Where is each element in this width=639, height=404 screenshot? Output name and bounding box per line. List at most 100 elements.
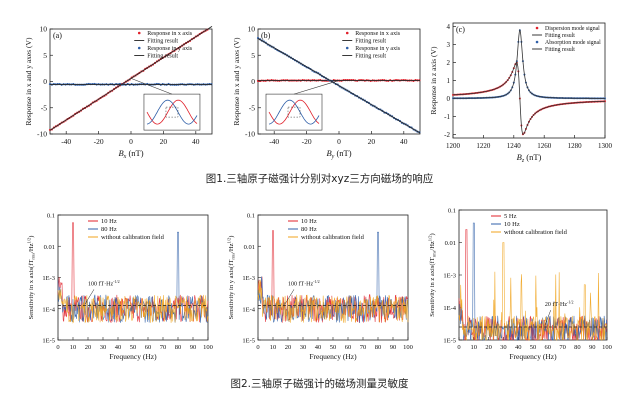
legend-entry: Absorption mode signal bbox=[545, 40, 601, 46]
x-tick-label: -40 bbox=[269, 137, 279, 146]
panel-label: (a) bbox=[53, 31, 62, 40]
x-tick-label: 1300 bbox=[598, 142, 613, 150]
annotation-pointer bbox=[544, 310, 551, 326]
y-tick-label: 2 bbox=[447, 59, 451, 67]
x-tick-label: 0 bbox=[129, 137, 133, 146]
chart-panel-c: 1200 1220 1240 1260 1280 1300 -2 -1 0 1 2 3 4 Bz (nT)… bbox=[429, 22, 613, 164]
series-line-1 bbox=[57, 231, 209, 323]
x-tick-label: 90 bbox=[190, 344, 197, 351]
inset-frame bbox=[143, 93, 201, 131]
absorption-fit-line bbox=[453, 28, 605, 99]
x-tick-label: 0 bbox=[56, 344, 59, 351]
legend-entry: Response in y axis bbox=[147, 46, 192, 52]
x-tick-label: 1240 bbox=[507, 142, 522, 150]
x-tick-label: 50 bbox=[130, 344, 137, 351]
x-tick-label: 20 bbox=[285, 344, 292, 351]
y-tick-label: 0.01 bbox=[44, 244, 55, 251]
y-axis-label: Sensitivity in x axis(fTrms/Hz1/2) bbox=[27, 236, 36, 320]
y-tick-label: 1E-4 bbox=[42, 306, 55, 313]
x-tick-label: 40 bbox=[515, 344, 522, 351]
y-tick-label: 0 bbox=[447, 95, 451, 103]
y-tick-label: -1 bbox=[444, 113, 450, 121]
legend-entry: 10 Hz bbox=[101, 218, 117, 225]
y-tick-label: 5 bbox=[251, 51, 255, 60]
x-tick-label: 30 bbox=[100, 344, 107, 351]
y-tick-label: 3 bbox=[447, 41, 451, 49]
legend-entry: 10 Hz bbox=[301, 218, 317, 225]
x-tick-label: 70 bbox=[559, 344, 566, 351]
panel-label: (b) bbox=[261, 31, 271, 40]
inset-curve-blue bbox=[146, 99, 198, 125]
x-axis-label: Frequency (Hz) bbox=[509, 352, 557, 361]
legend-entry: 80 Hz bbox=[101, 226, 117, 233]
chart-panel-d: 0 10 20 30 40 50 60 70 80 90 100 1E-5 1E-4 1E-3 0.01 0.… bbox=[27, 213, 213, 362]
y-tick-label: 1E-3 bbox=[42, 275, 55, 282]
chart-panel-f: 0 10 20 30 40 50 60 70 80 90 100 1E-5 1E-4 1E-3 0.01 0.… bbox=[428, 208, 612, 362]
x-axis-label: By (nT) bbox=[326, 148, 351, 160]
y-tick-label: 10 bbox=[248, 25, 256, 34]
legend-entry: Fitting result bbox=[355, 39, 386, 45]
figure-1-caption: 图1.三轴原子磁强计分别对xyz三方向磁场的响应 bbox=[205, 173, 434, 185]
y-tick-label: 0.01 bbox=[244, 244, 255, 251]
inset-curve-red bbox=[146, 99, 198, 125]
annotation-label: 100 fT·Hz-1/2 bbox=[88, 279, 120, 288]
x-tick-label: 10 bbox=[70, 344, 77, 351]
y-tick-label: -10 bbox=[245, 130, 255, 139]
x-tick-label: 70 bbox=[360, 344, 367, 351]
x-axis-label: Frequency (Hz) bbox=[309, 352, 357, 361]
legend-entry: 10 Hz bbox=[504, 221, 520, 228]
x-tick-label: 0 bbox=[457, 344, 460, 351]
series-line-2 bbox=[458, 242, 608, 342]
x-tick-label: 0 bbox=[256, 344, 259, 351]
x-tick-label: 100 bbox=[602, 344, 612, 351]
legend-entry: Dispersion mode signal bbox=[545, 26, 600, 32]
x-tick-label: 20 bbox=[368, 137, 376, 146]
x-tick-label: 80 bbox=[375, 344, 382, 351]
x-axis-label: Frequency (Hz) bbox=[109, 352, 157, 361]
legend-marker bbox=[535, 26, 539, 30]
legend-entry: Response in y axis bbox=[355, 46, 400, 52]
x-tick-label: 20 bbox=[160, 137, 168, 146]
x-tick-label: 80 bbox=[175, 344, 182, 351]
series-line-1 bbox=[257, 231, 409, 323]
dispersion-fit-line bbox=[452, 62, 606, 135]
legend-marker bbox=[345, 31, 349, 35]
legend-entry: Fitting result bbox=[545, 33, 575, 39]
panel-label: (c) bbox=[456, 25, 465, 34]
y-tick-label: 10 bbox=[40, 25, 48, 34]
y-axis-label: Sensitivity in y axis(fTrms/Hz1/2) bbox=[227, 236, 236, 320]
legend-entry: Response in x axis bbox=[147, 31, 192, 37]
annotation-label: 100 fT·Hz-1/2 bbox=[288, 279, 320, 288]
legend-entry: without calibration field bbox=[101, 234, 165, 241]
x-tick-label: 100 bbox=[203, 344, 213, 351]
legend-entry: Fitting result bbox=[147, 54, 178, 60]
y-tick-label: -10 bbox=[37, 130, 47, 139]
legend-entry: 80 Hz bbox=[301, 226, 317, 233]
y-axis-label: Response in z axis (V) bbox=[429, 46, 438, 114]
x-tick-label: 30 bbox=[300, 344, 307, 351]
y-tick-label: -2 bbox=[444, 131, 450, 139]
x-tick-label: 90 bbox=[589, 344, 596, 351]
x-tick-label: 100 bbox=[403, 344, 413, 351]
x-tick-label: 90 bbox=[390, 344, 397, 351]
x-tick-label: 60 bbox=[345, 344, 352, 351]
x-tick-label: 80 bbox=[574, 344, 581, 351]
legend-entry: Response in x axis bbox=[355, 31, 400, 37]
y-axis-label: Response in x and y axes (V) bbox=[232, 37, 241, 125]
annotation-pointer bbox=[84, 289, 95, 305]
x-tick-label: 1220 bbox=[476, 142, 491, 150]
y-tick-label: 0.1 bbox=[47, 213, 55, 220]
x-tick-label: 50 bbox=[530, 344, 537, 351]
legend-marker bbox=[535, 40, 539, 44]
dispersion-point bbox=[452, 93, 454, 96]
legend-marker bbox=[345, 46, 349, 50]
x-tick-label: 60 bbox=[545, 344, 552, 351]
y-tick-label: 1E-4 bbox=[242, 306, 255, 313]
x-tick-label: 40 bbox=[400, 137, 408, 146]
x-tick-label: 0 bbox=[337, 137, 341, 146]
y-tick-label: 1E-5 bbox=[242, 338, 255, 345]
x-tick-label: 40 bbox=[192, 137, 200, 146]
y-tick-label: 1 bbox=[447, 77, 451, 85]
y-tick-label: 4 bbox=[447, 23, 451, 31]
